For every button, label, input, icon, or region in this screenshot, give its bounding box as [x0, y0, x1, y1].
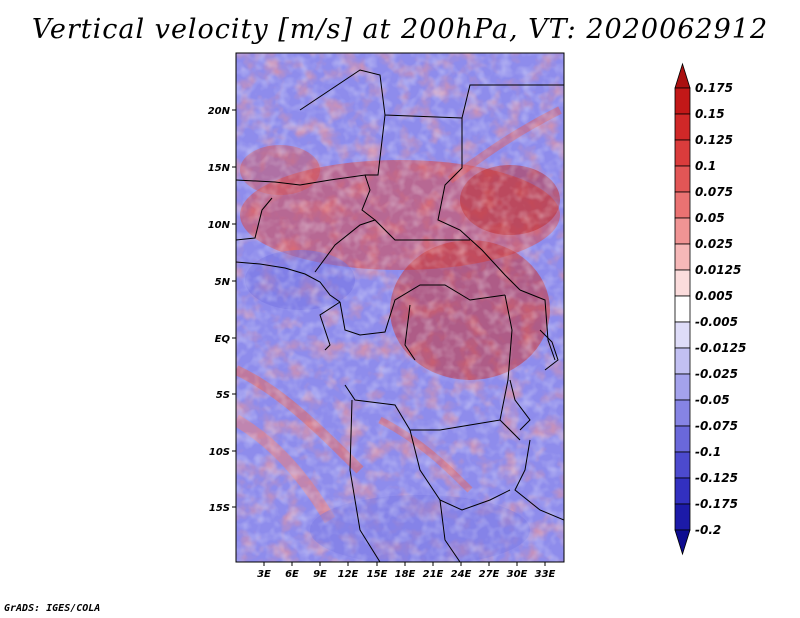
lon-tick-label: 3E — [257, 569, 271, 580]
lat-axis: 20N 15N 10N 5N EQ 5S 10S 15S — [208, 106, 236, 514]
lon-axis: 3E 6E 9E 12E 15E 18E 21E 24E 27E 30E 33E — [257, 562, 556, 580]
colorbar-label: -0.0125 — [695, 341, 746, 355]
colorbar-swatch — [674, 217, 691, 245]
lat-tick-label: 15N — [208, 163, 231, 174]
colorbar-swatch — [674, 139, 691, 167]
colorbar-label: 0.125 — [695, 133, 733, 147]
colorbar-swatch — [674, 87, 691, 115]
colorbar-swatch — [674, 477, 691, 505]
lat-tick-label: 15S — [209, 503, 230, 514]
colorbar-label: -0.025 — [695, 367, 738, 381]
colorbar-label: -0.175 — [695, 497, 738, 511]
colorbar-swatch — [674, 451, 691, 479]
velocity-field — [236, 53, 564, 562]
lat-tick-label: 10S — [209, 447, 230, 458]
lon-tick-label: 21E — [423, 569, 444, 580]
lat-tick-label: 20N — [208, 106, 231, 117]
lon-tick-label: 6E — [285, 569, 299, 580]
lon-tick-label: 18E — [395, 569, 416, 580]
colorbar-label: -0.05 — [695, 393, 730, 407]
map-title: Vertical velocity [m/s] at 200hPa, VT: 2… — [31, 14, 769, 45]
colorbar-swatch — [674, 243, 691, 271]
colorbar-label: 0.005 — [695, 289, 733, 303]
colorbar-swatch — [674, 347, 691, 375]
lon-tick-label: 24E — [451, 569, 472, 580]
colorbar-swatch — [674, 295, 691, 323]
colorbar-arrow-bottom — [674, 529, 691, 556]
colorbar-label: 0.0125 — [695, 263, 741, 277]
colorbar-label: 0.175 — [695, 81, 733, 95]
lon-tick-label: 33E — [535, 569, 556, 580]
colorbar-swatch — [674, 165, 691, 193]
colorbar-label: -0.125 — [695, 471, 738, 485]
lon-tick-label: 12E — [338, 569, 359, 580]
country-borders — [236, 69, 564, 562]
colorbar-label: 0.15 — [695, 107, 725, 121]
colorbar-label: 0.025 — [695, 237, 733, 251]
lon-tick-label: 15E — [367, 569, 388, 580]
lat-tick-label: 5S — [216, 390, 230, 401]
lat-tick-label: 5N — [215, 277, 231, 288]
colorbar-swatch — [674, 321, 691, 349]
lon-tick-label: 27E — [479, 569, 500, 580]
colorbar-label: -0.1 — [695, 445, 721, 459]
colorbar-label: 0.075 — [695, 185, 733, 199]
colorbar: 0.175 0.15 0.125 0.1 0.075 0.05 0.025 0.0125 0.0… — [674, 62, 746, 556]
colorbar-label: -0.075 — [695, 419, 738, 433]
lat-tick-label: 10N — [208, 220, 231, 231]
colorbar-swatch — [674, 399, 691, 427]
colorbar-label: -0.005 — [695, 315, 738, 329]
lat-tick-label: EQ — [215, 334, 231, 345]
colorbar-swatch — [674, 425, 691, 453]
colorbar-swatch — [674, 373, 691, 401]
colorbar-label: -0.2 — [695, 523, 721, 537]
colorbar-swatch — [674, 191, 691, 219]
lon-tick-label: 30E — [507, 569, 528, 580]
grads-credit: GrADS: IGES/COLA — [4, 603, 101, 614]
colorbar-swatch — [674, 503, 691, 531]
lon-tick-label: 9E — [313, 569, 327, 580]
colorbar-swatch — [674, 113, 691, 141]
map-frame — [235, 52, 565, 563]
colorbar-arrow-top — [674, 62, 691, 89]
colorbar-label: 0.05 — [695, 211, 725, 225]
colorbar-label: 0.1 — [695, 159, 716, 173]
colorbar-swatch — [674, 269, 691, 297]
